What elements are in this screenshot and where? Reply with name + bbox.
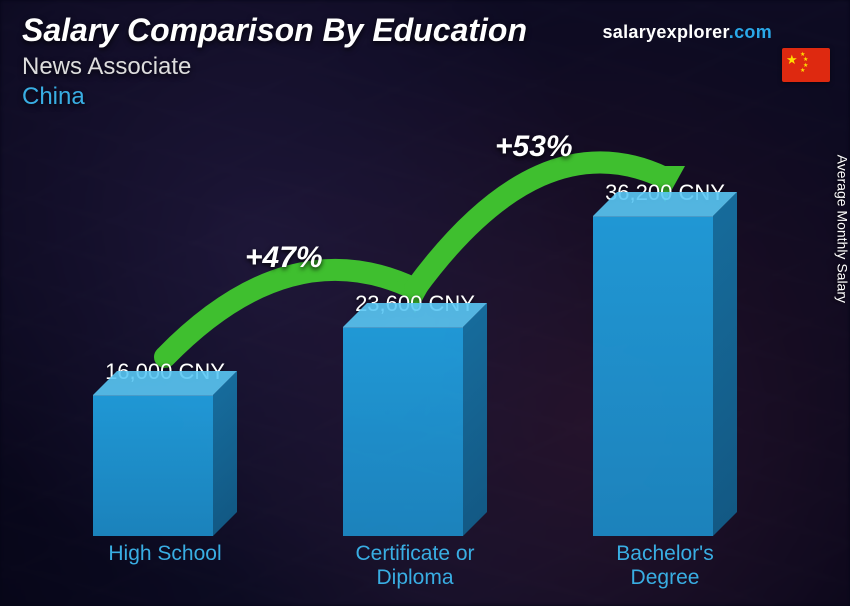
bar-top [593, 192, 737, 216]
subtitle: News Associate [22, 53, 828, 81]
bar-front [343, 327, 463, 536]
bar-front [593, 216, 713, 536]
bar-group: 23,600 CNY [290, 130, 540, 536]
bar [343, 327, 487, 536]
country-label: China [22, 83, 828, 111]
star-icon: ★ [800, 67, 805, 74]
watermark-prefix: salaryexplorer [602, 22, 728, 42]
bar-front [93, 395, 213, 536]
bar [93, 395, 237, 536]
flag-icon: ★ ★ ★ ★ ★ [782, 48, 830, 82]
bar-side [463, 303, 487, 536]
bar-top [343, 303, 487, 327]
star-icon: ★ [786, 52, 798, 68]
x-label: Bachelor'sDegree [540, 536, 790, 586]
percent-increase-label: +47% [245, 241, 323, 275]
watermark-suffix: .com [729, 22, 772, 42]
y-axis-label: Average Monthly Salary [834, 155, 850, 303]
bar-chart: 16,000 CNY23,600 CNY36,200 CNY High Scho… [40, 130, 790, 586]
x-labels: High SchoolCertificate orDiplomaBachelor… [40, 536, 790, 586]
bar [593, 216, 737, 536]
bar-group: 36,200 CNY [540, 130, 790, 536]
bar-group: 16,000 CNY [40, 130, 290, 536]
percent-increase-label: +53% [495, 130, 573, 164]
x-label: Certificate orDiploma [290, 536, 540, 586]
bar-side [713, 192, 737, 536]
bar-side [213, 371, 237, 536]
bar-top [93, 371, 237, 395]
bars-container: 16,000 CNY23,600 CNY36,200 CNY [40, 130, 790, 536]
watermark: salaryexplorer.com [602, 22, 772, 43]
x-label: High School [40, 536, 290, 586]
